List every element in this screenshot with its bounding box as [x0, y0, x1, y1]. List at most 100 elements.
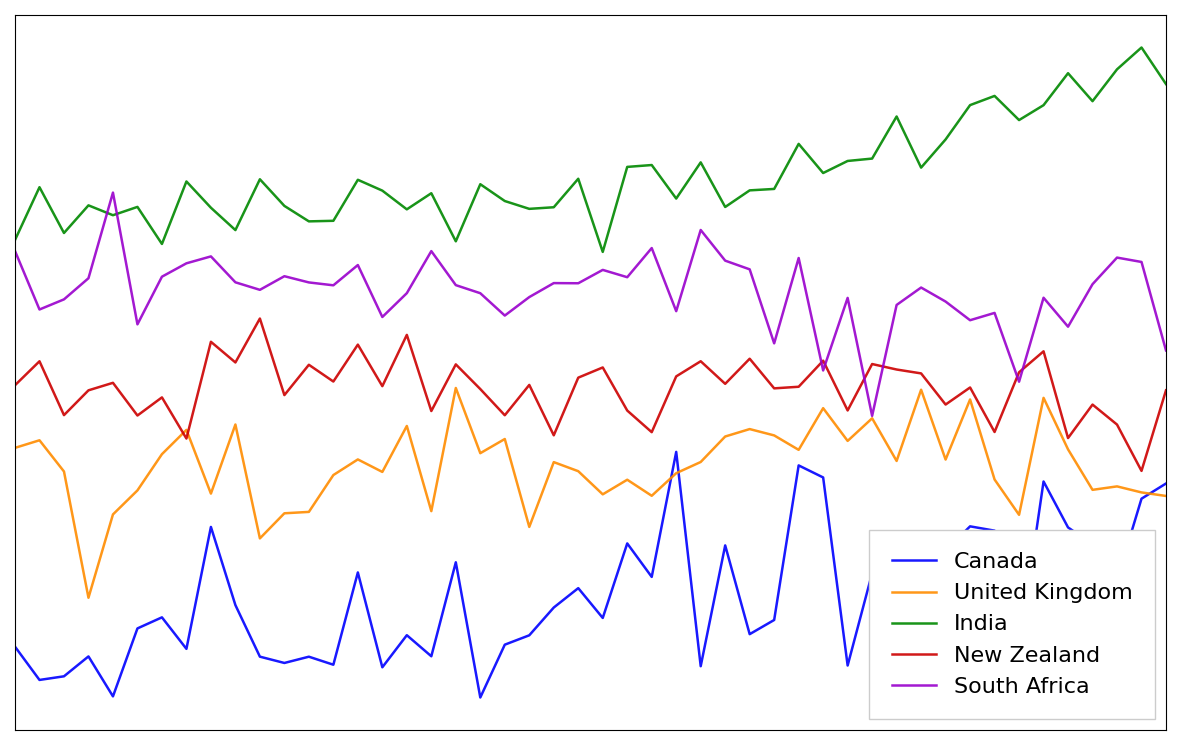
Canada — [1110, 575, 1124, 584]
India — [718, 203, 732, 212]
South Africa — [522, 293, 536, 302]
South Africa — [180, 259, 194, 267]
South Africa — [278, 272, 292, 281]
United Kingdom — [81, 593, 96, 602]
South Africa — [693, 226, 707, 235]
Canada — [302, 652, 317, 661]
South Africa — [791, 253, 805, 262]
New Zealand — [768, 384, 782, 393]
United Kingdom — [547, 457, 561, 466]
India — [130, 203, 144, 212]
New Zealand — [1085, 400, 1100, 409]
India — [939, 135, 953, 144]
New Zealand — [522, 381, 536, 390]
India — [326, 216, 340, 225]
India — [351, 175, 365, 184]
India — [743, 186, 757, 195]
United Kingdom — [791, 446, 805, 454]
New Zealand — [8, 381, 22, 390]
United Kingdom — [204, 489, 218, 498]
United Kingdom — [32, 436, 46, 445]
New Zealand — [351, 340, 365, 349]
United Kingdom — [987, 475, 1001, 484]
United Kingdom — [180, 425, 194, 434]
New Zealand — [302, 361, 317, 370]
India — [474, 180, 488, 188]
United Kingdom — [155, 450, 169, 459]
Canada — [8, 642, 22, 651]
United Kingdom — [1012, 510, 1026, 519]
New Zealand — [864, 360, 879, 369]
India — [399, 205, 413, 214]
New Zealand — [253, 314, 267, 323]
India — [253, 175, 267, 184]
South Africa — [81, 273, 96, 282]
Canada — [1061, 523, 1075, 532]
United Kingdom — [57, 467, 71, 476]
Canada — [670, 448, 684, 457]
South Africa — [1110, 253, 1124, 262]
India — [1135, 43, 1149, 52]
South Africa — [547, 279, 561, 288]
United Kingdom — [889, 457, 903, 466]
Canada — [1085, 540, 1100, 549]
Canada — [497, 640, 511, 649]
South Africa — [130, 320, 144, 329]
Canada — [816, 473, 830, 482]
New Zealand — [987, 428, 1001, 437]
Canada — [914, 667, 928, 676]
New Zealand — [376, 381, 390, 390]
India — [57, 229, 71, 238]
South Africa — [816, 366, 830, 375]
India — [791, 139, 805, 148]
United Kingdom — [914, 385, 928, 394]
New Zealand — [424, 407, 438, 416]
United Kingdom — [841, 437, 855, 446]
United Kingdom — [645, 491, 659, 500]
India — [8, 235, 22, 244]
Canada — [768, 615, 782, 624]
New Zealand — [228, 358, 242, 367]
South Africa — [1012, 377, 1026, 386]
Line: India: India — [15, 48, 1166, 252]
India — [522, 204, 536, 213]
Canada — [987, 526, 1001, 535]
Canada — [424, 652, 438, 661]
New Zealand — [497, 410, 511, 419]
United Kingdom — [8, 443, 22, 452]
New Zealand — [889, 365, 903, 374]
South Africa — [572, 279, 586, 288]
South Africa — [889, 300, 903, 309]
South Africa — [253, 285, 267, 294]
India — [987, 92, 1001, 101]
New Zealand — [595, 363, 609, 372]
New Zealand — [939, 400, 953, 409]
United Kingdom — [963, 395, 977, 404]
South Africa — [8, 247, 22, 256]
Canada — [595, 613, 609, 622]
Canada — [693, 662, 707, 671]
New Zealand — [278, 390, 292, 399]
South Africa — [1159, 346, 1173, 355]
Canada — [32, 676, 46, 685]
United Kingdom — [278, 509, 292, 518]
South Africa — [106, 188, 120, 197]
United Kingdom — [424, 507, 438, 516]
Canada — [522, 631, 536, 640]
New Zealand — [474, 384, 488, 393]
United Kingdom — [130, 486, 144, 495]
Canada — [1037, 477, 1051, 486]
India — [768, 185, 782, 194]
India — [302, 217, 317, 226]
Line: New Zealand: New Zealand — [15, 319, 1166, 471]
India — [864, 154, 879, 163]
South Africa — [424, 247, 438, 256]
New Zealand — [1061, 434, 1075, 443]
United Kingdom — [497, 434, 511, 443]
New Zealand — [180, 434, 194, 443]
South Africa — [1061, 323, 1075, 332]
South Africa — [326, 281, 340, 290]
United Kingdom — [522, 522, 536, 531]
South Africa — [595, 265, 609, 274]
United Kingdom — [1085, 486, 1100, 495]
